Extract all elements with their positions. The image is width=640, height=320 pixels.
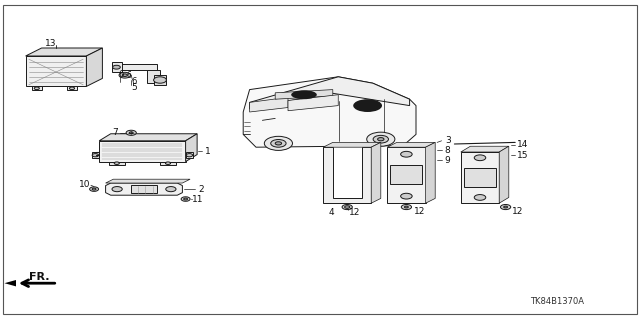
- Polygon shape: [109, 162, 125, 165]
- Text: 12: 12: [349, 208, 360, 217]
- Circle shape: [166, 187, 176, 192]
- Polygon shape: [499, 146, 509, 203]
- Polygon shape: [186, 152, 193, 158]
- Text: 6: 6: [118, 70, 124, 79]
- Polygon shape: [426, 142, 435, 203]
- Polygon shape: [323, 142, 381, 147]
- Circle shape: [504, 206, 508, 208]
- Circle shape: [367, 132, 395, 146]
- Polygon shape: [461, 152, 499, 203]
- Text: 2: 2: [198, 185, 204, 194]
- Text: 9: 9: [445, 156, 451, 164]
- Circle shape: [474, 155, 486, 161]
- Circle shape: [126, 130, 136, 135]
- Circle shape: [92, 154, 99, 157]
- Circle shape: [342, 204, 352, 210]
- Circle shape: [114, 162, 119, 164]
- Circle shape: [113, 65, 120, 69]
- Polygon shape: [387, 147, 426, 203]
- Text: 11: 11: [192, 195, 204, 204]
- Circle shape: [373, 135, 388, 143]
- Circle shape: [401, 193, 412, 199]
- Circle shape: [129, 132, 133, 134]
- Ellipse shape: [353, 99, 382, 112]
- Bar: [390, 165, 422, 184]
- Text: 8: 8: [445, 146, 451, 155]
- Polygon shape: [99, 141, 186, 162]
- Polygon shape: [250, 97, 288, 112]
- Text: TK84B1370A: TK84B1370A: [530, 297, 584, 306]
- Polygon shape: [147, 70, 160, 83]
- Polygon shape: [106, 179, 190, 183]
- Polygon shape: [371, 142, 381, 203]
- Circle shape: [186, 154, 193, 157]
- Text: 12: 12: [414, 207, 426, 216]
- Polygon shape: [106, 183, 182, 195]
- Polygon shape: [86, 48, 102, 86]
- Text: 15: 15: [517, 151, 529, 160]
- Bar: [464, 168, 496, 187]
- Circle shape: [378, 138, 384, 141]
- Text: 3: 3: [445, 136, 451, 145]
- Circle shape: [165, 162, 170, 164]
- Polygon shape: [112, 64, 157, 70]
- Circle shape: [122, 74, 127, 76]
- Text: FR.: FR.: [29, 272, 49, 283]
- Circle shape: [275, 142, 282, 145]
- Text: 6: 6: [131, 77, 136, 86]
- Polygon shape: [4, 280, 16, 286]
- Text: 4: 4: [328, 208, 334, 217]
- Polygon shape: [160, 162, 176, 165]
- Text: 1: 1: [205, 147, 211, 156]
- Circle shape: [35, 87, 40, 90]
- Circle shape: [474, 195, 486, 200]
- Polygon shape: [250, 77, 410, 109]
- Bar: [131, 185, 157, 193]
- Polygon shape: [112, 62, 122, 72]
- Circle shape: [344, 206, 349, 208]
- Ellipse shape: [291, 90, 317, 99]
- Polygon shape: [92, 152, 99, 158]
- Polygon shape: [26, 48, 102, 56]
- Circle shape: [92, 188, 96, 190]
- Circle shape: [500, 204, 511, 210]
- Polygon shape: [99, 134, 197, 141]
- Polygon shape: [32, 86, 42, 90]
- Text: 14: 14: [517, 140, 529, 149]
- Polygon shape: [288, 95, 339, 111]
- Circle shape: [119, 72, 131, 78]
- Circle shape: [69, 87, 74, 90]
- Circle shape: [404, 206, 408, 208]
- Polygon shape: [387, 142, 435, 147]
- Polygon shape: [154, 75, 166, 85]
- Polygon shape: [186, 134, 197, 162]
- Polygon shape: [461, 146, 509, 152]
- Polygon shape: [243, 77, 416, 147]
- Polygon shape: [67, 86, 77, 90]
- Polygon shape: [275, 90, 333, 99]
- Text: 13: 13: [45, 39, 56, 48]
- Circle shape: [112, 187, 122, 192]
- Text: 6: 6: [126, 71, 131, 80]
- Polygon shape: [323, 147, 371, 203]
- Circle shape: [401, 151, 412, 157]
- Circle shape: [264, 136, 292, 150]
- Circle shape: [181, 197, 190, 201]
- Text: 10: 10: [79, 180, 91, 189]
- Polygon shape: [26, 56, 86, 86]
- Circle shape: [271, 140, 286, 147]
- Circle shape: [184, 198, 188, 200]
- Text: 12: 12: [512, 207, 524, 216]
- Text: 7: 7: [113, 128, 118, 137]
- Circle shape: [401, 204, 412, 210]
- Circle shape: [154, 77, 166, 83]
- Circle shape: [90, 187, 99, 191]
- Text: 5: 5: [131, 83, 137, 92]
